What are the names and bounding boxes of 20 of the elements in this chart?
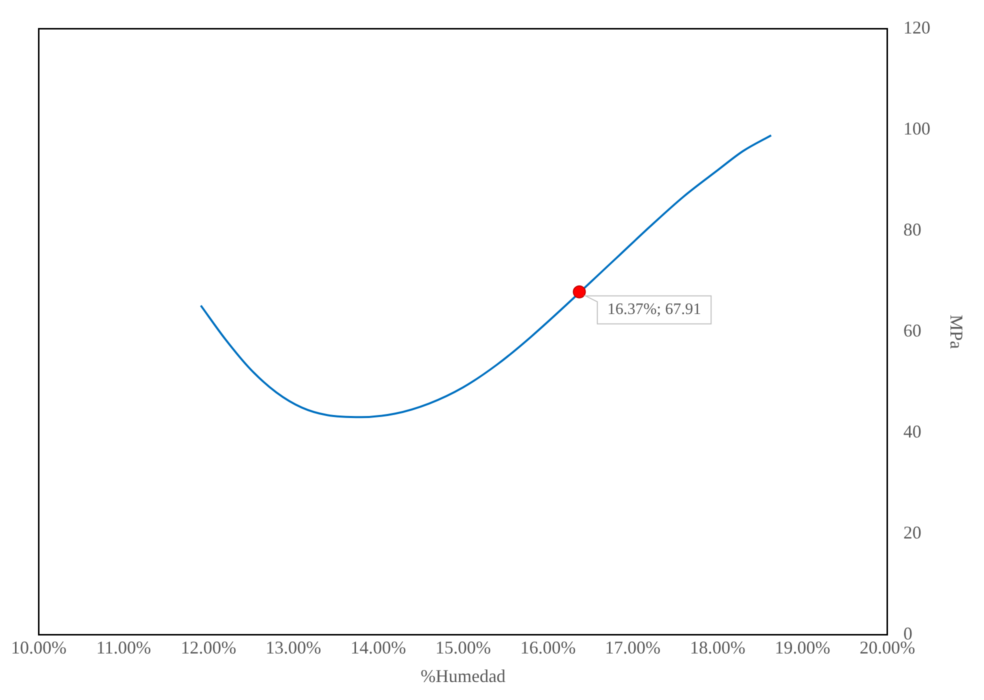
x-tick-label: 11.00% [96,637,152,658]
x-tick-label: 10.00% [10,637,66,658]
y-tick-label: 20 [903,522,922,543]
y-tick-label: 40 [903,422,922,442]
x-tick-label: 15.00% [435,637,491,658]
line-series [200,134,772,418]
x-tick-label: 16.00% [520,637,576,658]
x-tick-label: 18.00% [690,637,746,658]
y-tick-label: 100 [903,118,930,139]
x-tick-label: 12.00% [180,637,236,658]
x-tick-label: 14.00% [350,637,406,658]
x-tick-label: 17.00% [605,637,661,658]
x-tick-label: 19.00% [774,637,830,658]
annotation: 16.37%; 67.91 [607,301,702,318]
y-tick-label: 60 [903,320,922,341]
x-tick-label: 13.00% [266,637,322,658]
y-tick-label: 120 [903,18,930,38]
y-axis-title: MPa [946,314,966,349]
y-tick-label: 80 [903,220,922,240]
x-axis-title: %Humedad [420,666,506,686]
